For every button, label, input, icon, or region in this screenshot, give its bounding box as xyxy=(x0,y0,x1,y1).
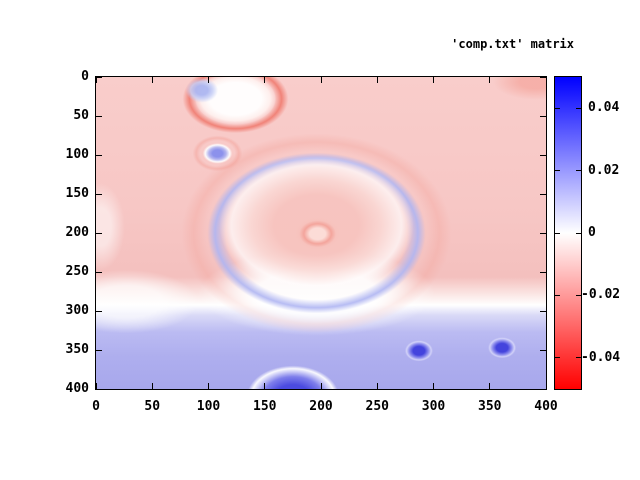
colorbar-tick-label: -0.02 xyxy=(581,287,621,303)
x-tick-mark-top xyxy=(151,77,153,83)
colorbar-tick-mark xyxy=(555,357,560,359)
x-tick-label: 0 xyxy=(92,399,100,414)
y-tick-label: 250 xyxy=(65,264,89,279)
y-tick-mark-right xyxy=(540,310,546,312)
y-tick-mark xyxy=(96,154,102,156)
x-tick-label: 100 xyxy=(196,399,221,414)
y-tick-mark-right xyxy=(540,271,546,273)
x-tick-mark-top xyxy=(320,77,322,83)
y-tick-mark xyxy=(96,388,102,390)
heatmap-image xyxy=(96,77,546,389)
x-tick-label: 300 xyxy=(421,399,446,414)
y-tick-mark xyxy=(96,76,102,78)
y-tick-mark xyxy=(96,349,102,351)
colorbar-tick-label: 0.02 xyxy=(588,162,620,178)
colorbar-tick-mark-right xyxy=(576,357,581,359)
y-tick-label: 150 xyxy=(65,186,89,201)
x-tick-label: 150 xyxy=(253,399,277,414)
y-tick-mark xyxy=(96,271,102,273)
y-tick-label: 0 xyxy=(81,69,89,84)
colorbar-tick-mark xyxy=(555,170,560,172)
colorbar-tick-mark-right xyxy=(576,170,581,172)
y-tick-mark-right xyxy=(540,193,546,195)
colorbar-tick-label: 0.04 xyxy=(588,100,620,116)
x-tick-mark xyxy=(433,383,434,389)
y-tick-label: 50 xyxy=(73,108,89,123)
y-tick-mark-right xyxy=(540,154,546,156)
x-tick-label: 400 xyxy=(534,399,558,414)
x-tick-mark-top xyxy=(545,77,547,83)
y-tick-mark xyxy=(96,310,102,312)
y-tick-mark xyxy=(96,115,102,117)
y-tick-mark-right xyxy=(540,232,546,234)
x-tick-mark-top xyxy=(376,77,378,83)
y-tick-mark-right xyxy=(540,388,546,390)
colorbar-tick-mark-right xyxy=(576,294,581,296)
y-tick-mark-right xyxy=(540,76,546,78)
colorbar-tick-mark xyxy=(555,107,560,109)
colorbar-tick-mark-right xyxy=(576,232,581,234)
colorbar xyxy=(554,76,582,390)
y-tick-mark xyxy=(96,232,102,234)
x-tick-mark xyxy=(489,383,491,389)
colorbar-tick-mark xyxy=(555,232,560,234)
x-tick-label: 350 xyxy=(478,399,502,414)
y-tick-mark-right xyxy=(540,349,546,351)
heatmap-plot xyxy=(95,76,547,390)
y-tick-mark xyxy=(96,193,102,195)
x-tick-mark-top xyxy=(489,77,491,83)
colorbar-tick-mark xyxy=(555,294,560,296)
y-tick-label: 200 xyxy=(65,225,89,240)
y-tick-mark-right xyxy=(540,115,546,117)
colorbar-tick-label: -0.04 xyxy=(581,349,621,365)
x-tick-mark-top xyxy=(433,77,434,83)
x-tick-mark xyxy=(376,383,378,389)
x-tick-mark xyxy=(151,383,153,389)
x-tick-mark-top xyxy=(264,77,266,83)
x-tick-mark xyxy=(320,383,322,389)
colorbar-tick-label: 0 xyxy=(588,225,596,240)
x-tick-label: 200 xyxy=(309,399,333,414)
x-tick-mark-top xyxy=(95,77,97,83)
y-tick-label: 300 xyxy=(65,303,89,318)
y-tick-label: 400 xyxy=(65,381,89,396)
x-tick-label: 250 xyxy=(365,399,389,414)
plot-key-title: 'comp.txt' matrix xyxy=(451,37,574,51)
y-tick-label: 350 xyxy=(65,342,89,357)
x-tick-mark-top xyxy=(208,77,209,83)
x-tick-mark xyxy=(208,383,209,389)
x-tick-mark xyxy=(264,383,266,389)
y-tick-label: 100 xyxy=(65,147,89,162)
x-tick-mark xyxy=(95,383,97,389)
x-tick-mark xyxy=(545,383,547,389)
x-tick-label: 50 xyxy=(144,399,161,414)
colorbar-tick-mark-right xyxy=(576,107,581,109)
